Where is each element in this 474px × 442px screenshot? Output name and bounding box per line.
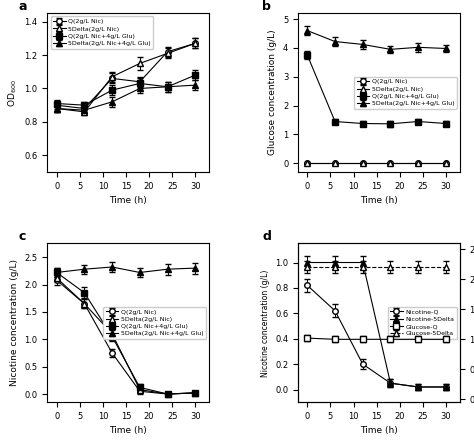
Text: a: a <box>18 0 27 13</box>
X-axis label: Time (h): Time (h) <box>360 427 398 435</box>
Text: b: b <box>263 0 271 13</box>
Legend: Nicotine-Q, Nicotine-5Delta, Glucose-Q, Glucose-5Delta: Nicotine-Q, Nicotine-5Delta, Glucose-Q, … <box>388 307 456 339</box>
Legend: Q(2g/L Nic), 5Delta(2g/L Nic), Q(2g/L Nic+4g/L Glu), 5Delta(2g/L Nic+4g/L Glu): Q(2g/L Nic), 5Delta(2g/L Nic), Q(2g/L Ni… <box>51 16 153 49</box>
X-axis label: Time (h): Time (h) <box>109 427 147 435</box>
Y-axis label: Glucose concentration (g/L): Glucose concentration (g/L) <box>268 30 277 156</box>
X-axis label: Time (h): Time (h) <box>109 196 147 205</box>
Text: c: c <box>18 230 26 243</box>
Text: d: d <box>263 230 271 243</box>
Y-axis label: Nicotine concentration (g/L): Nicotine concentration (g/L) <box>10 259 19 386</box>
X-axis label: Time (h): Time (h) <box>360 196 398 205</box>
Legend: Q(2g/L Nic), 5Delta(2g/L Nic), Q(2g/L Nic+4g/L Glu), 5Delta(2g/L Nic+4g/L Glu): Q(2g/L Nic), 5Delta(2g/L Nic), Q(2g/L Ni… <box>103 307 206 339</box>
Y-axis label: OD$_{600}$: OD$_{600}$ <box>6 79 19 107</box>
Legend: Q(2g/L Nic), 5Delta(2g/L Nic), Q(2g/L Nic+4g/L Glu), 5Delta(2g/L Nic+4g/L Glu): Q(2g/L Nic), 5Delta(2g/L Nic), Q(2g/L Ni… <box>354 76 456 109</box>
Y-axis label: Nicotine concentration (g/L): Nicotine concentration (g/L) <box>261 269 270 377</box>
